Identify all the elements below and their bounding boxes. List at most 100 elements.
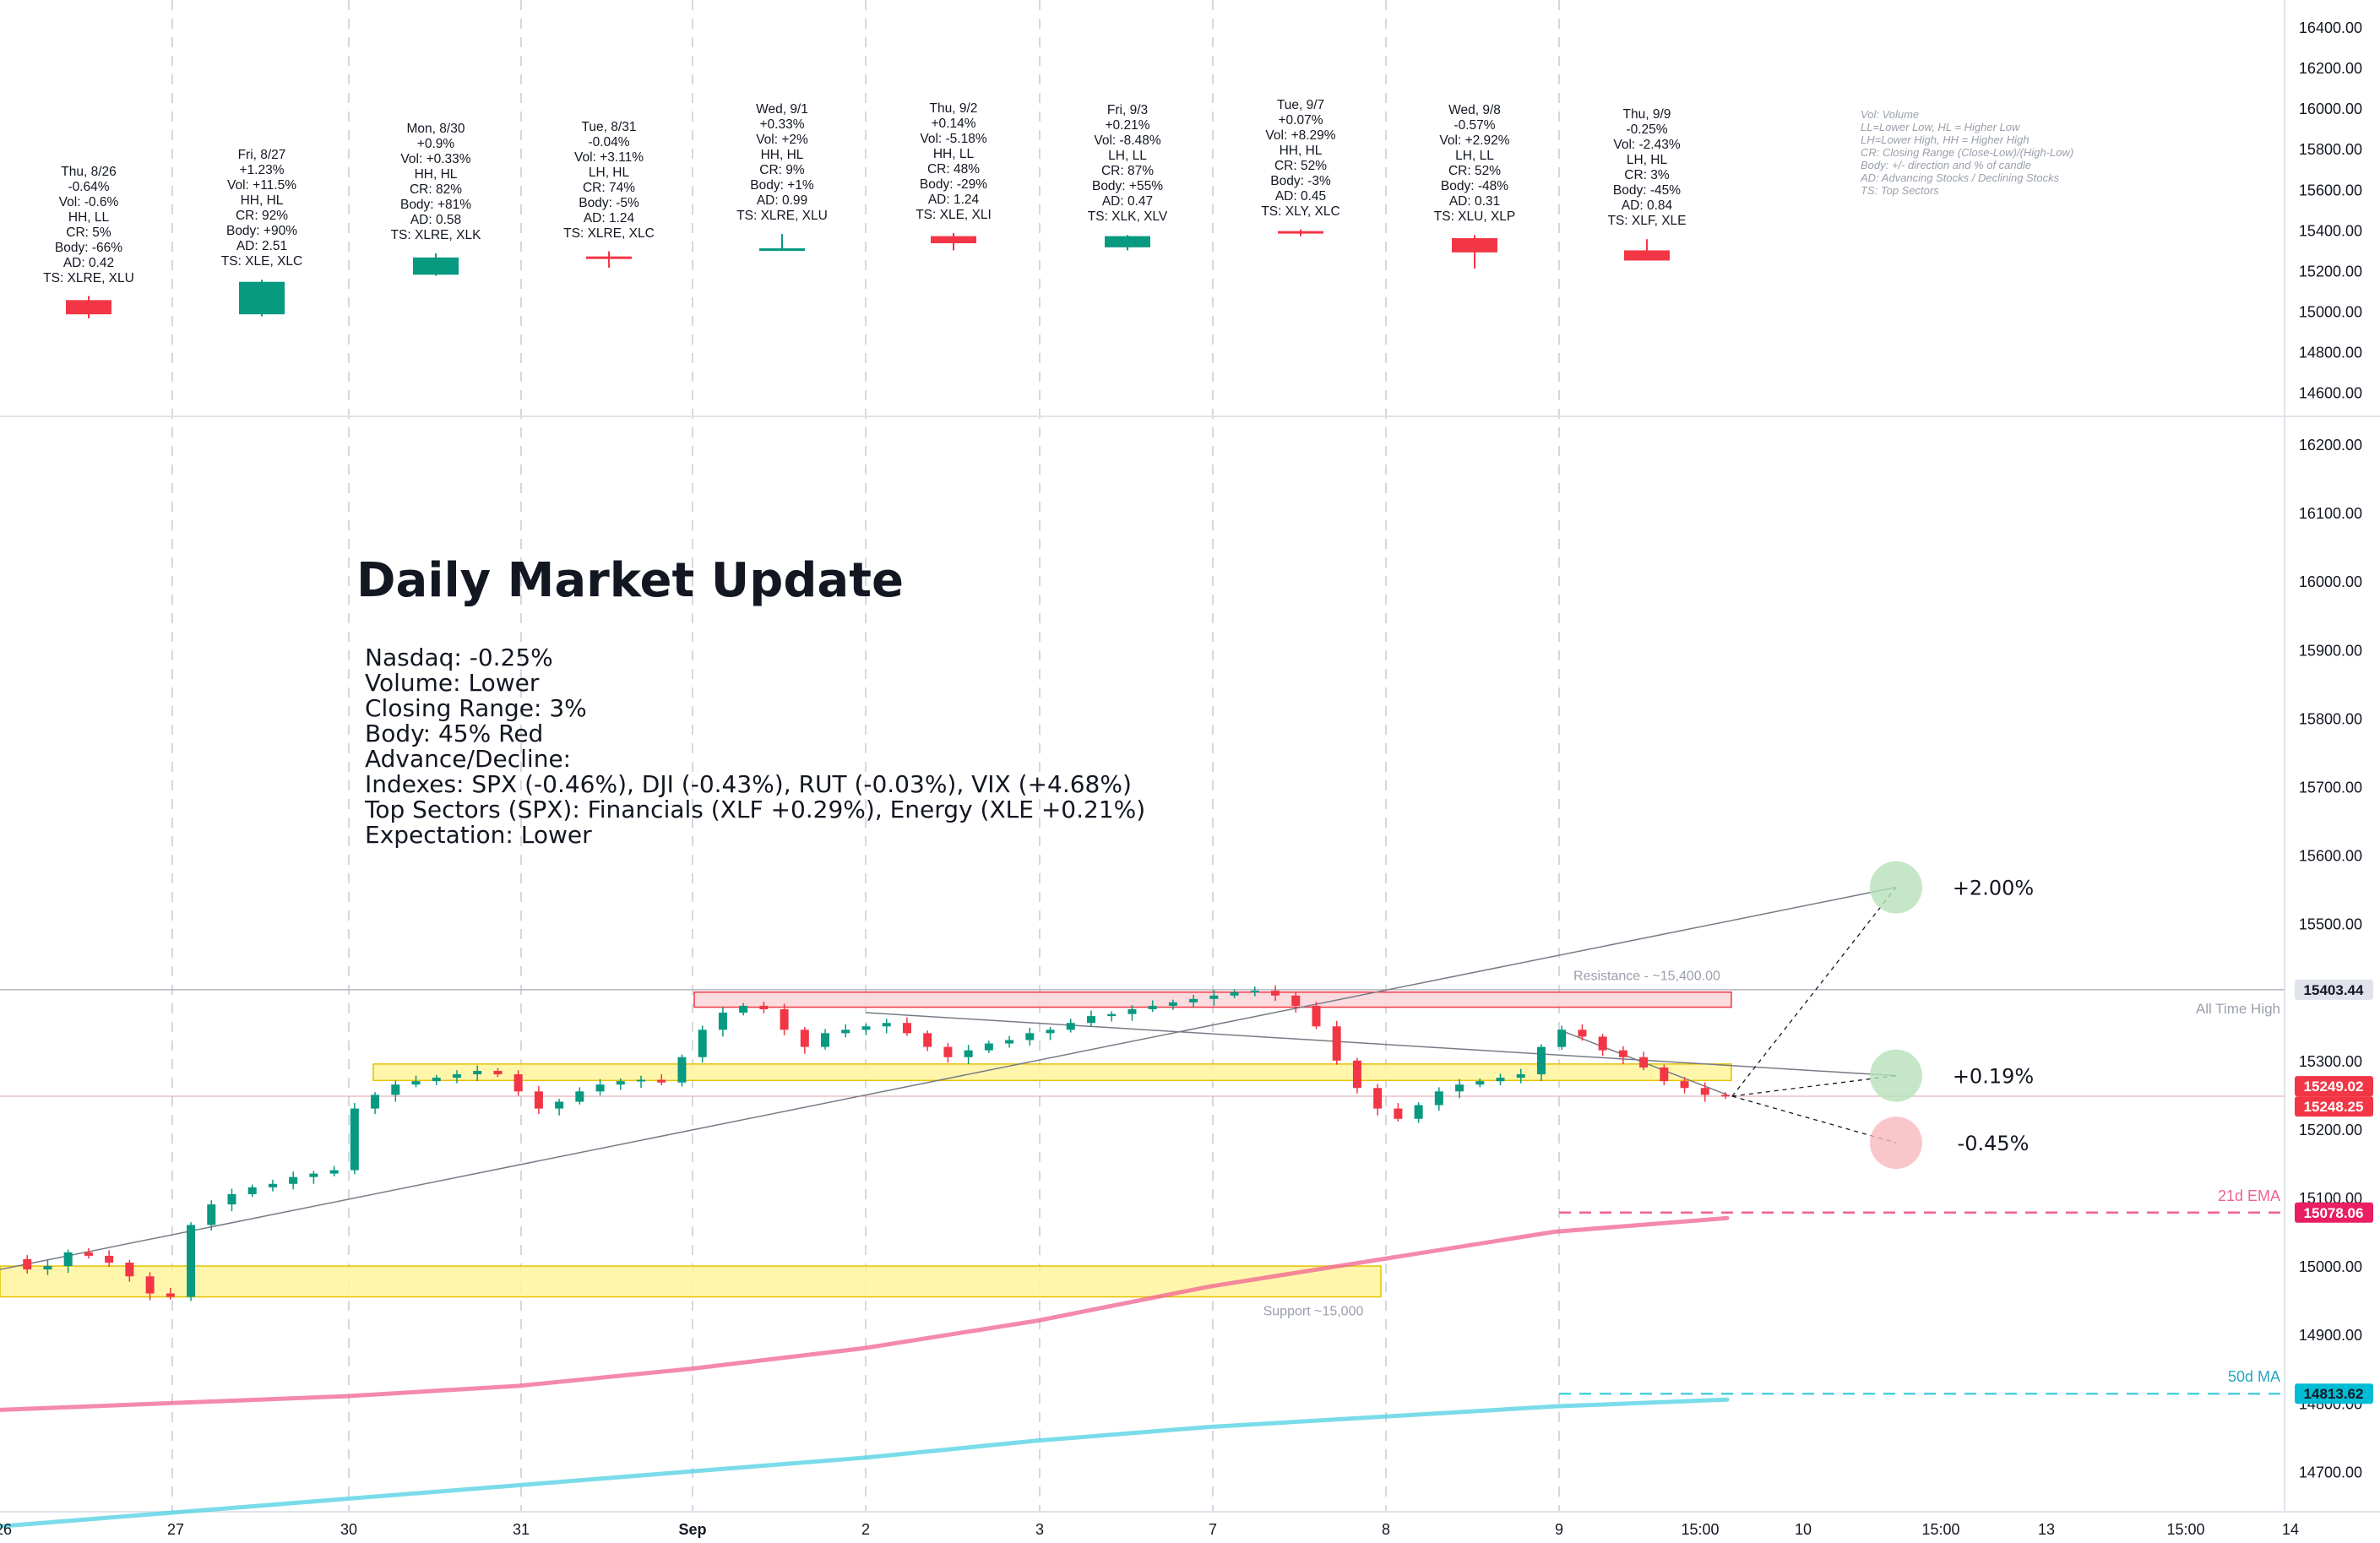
annotation-line: AD: 0.58 [410, 213, 462, 228]
price-candle [1680, 1081, 1689, 1089]
time-axis-tick: 27 [167, 1521, 184, 1538]
resistance-label: Resistance - ~15,400.00 [1573, 970, 1720, 984]
price-tag [2295, 1096, 2373, 1117]
daily-candle-body [1624, 250, 1670, 261]
time-axis-tick: 9 [1555, 1521, 1563, 1538]
annotation-line: Body: -3% [1270, 173, 1331, 188]
annotation-line: +0.07% [1278, 112, 1323, 128]
annotation-line: Wed, 9/1 [756, 102, 808, 117]
price-candle [1250, 991, 1259, 993]
time-axis-tick: 31 [513, 1521, 530, 1538]
daily-candle-body [1452, 238, 1497, 253]
time-axis-tick: 10 [1795, 1521, 1812, 1538]
price-candle [1332, 1026, 1341, 1061]
annotation-line: CR: 92% [235, 209, 289, 224]
annotation-line: TS: XLRE, XLK [390, 228, 481, 243]
price-candle [1291, 995, 1301, 1006]
price-candle [698, 1030, 707, 1057]
price-candle [555, 1101, 564, 1109]
daily-annotation: Thu, 9/9 -0.25% Vol: -2.43% LH, HL CR: 3% Bod… [1607, 107, 1686, 229]
summary-line: Advance/Decline: [365, 745, 572, 773]
annotation-line: Body: -29% [919, 177, 988, 192]
price-candle [1230, 992, 1239, 996]
price-candle [1660, 1067, 1669, 1082]
annotation-line: Fri, 8/27 [237, 148, 286, 163]
legend-line: TS: Top Sectors [1861, 184, 1939, 197]
annotation-line: Vol: -2.43% [1613, 138, 1681, 153]
daily-annotation: Wed, 9/8 -0.57% Vol: +2.92% LH, LL CR: 52% Bo… [1434, 103, 1515, 225]
daily-candle-body [1105, 236, 1150, 247]
annotation-line: HH, HL [240, 193, 284, 209]
price-candle [1557, 1030, 1567, 1047]
daily-candle-body [931, 236, 976, 244]
legend-line: Vol: Volume [1861, 108, 1920, 121]
annotation-line: CR: 82% [409, 182, 463, 198]
annotation-line: Vol: +0.33% [400, 152, 471, 167]
price-candle [1434, 1091, 1443, 1106]
price-candle [964, 1050, 973, 1057]
price-tag-label: 15078.06 [2304, 1205, 2364, 1221]
daily-axis-tick: 16000.00 [2299, 101, 2362, 117]
annotation-line: HH, LL [932, 147, 975, 161]
ma-50-line [0, 1397, 1730, 1529]
price-candle [166, 1293, 175, 1297]
price-axis[interactable]: 16400.00 16200.00 16000.00 15800.00 15600.00… [0, 19, 2373, 1538]
annotation-line: -0.64% [68, 179, 110, 194]
all-time-high-label: All Time High [2196, 1001, 2280, 1017]
annotation-line: AD: 0.45 [1274, 188, 1327, 204]
annotation-line: Vol: -0.6% [58, 194, 119, 209]
price-zone [372, 1063, 1732, 1082]
daily-candles [66, 229, 1670, 318]
time-axis-tick: 8 [1382, 1521, 1390, 1538]
price-tag [2295, 1383, 2373, 1404]
price-candle [1639, 1057, 1649, 1068]
price-candle [350, 1108, 359, 1171]
annotation-line: +0.9% [416, 137, 455, 152]
annotation-line: CR: 52% [1448, 164, 1502, 179]
price-tag [2295, 1076, 2373, 1097]
price-candle [145, 1276, 155, 1294]
daily-axis-tick: 15200.00 [2299, 263, 2362, 280]
price-axis-tick: 15700.00 [2299, 779, 2362, 796]
price-candle [984, 1043, 993, 1051]
price-candle [923, 1033, 932, 1047]
daily-annotation: Fri, 8/27 +1.23% Vol: +11.5% HH, HL CR: 92% B… [221, 148, 302, 269]
price-axis-tick: 15600.00 [2299, 848, 2362, 865]
price-candle [309, 1173, 318, 1177]
annotation-line: CR: 5% [66, 225, 111, 240]
annotation-line: CR: 74% [582, 180, 636, 195]
annotation-line: Vol: -8.48% [1094, 133, 1161, 149]
time-axis-tick: 30 [340, 1521, 357, 1538]
projection-line [1731, 1095, 1897, 1144]
target-label: +2.00% [1953, 877, 2034, 900]
daily-axis-tick: 14800.00 [2299, 345, 2362, 361]
daily-annotation: Wed, 9/1 +0.33% Vol: +2% HH, HL CR: 9% Body: … [736, 102, 828, 224]
annotation-line: Body: +90% [226, 224, 298, 239]
trend-line [0, 886, 1897, 1270]
annotation-line: Vol: +3.11% [573, 149, 644, 165]
daily-annotation: Fri, 9/3 +0.21% Vol: -8.48% LH, LL CR: 87% Bo… [1088, 103, 1167, 225]
target-label: +0.19% [1953, 1065, 2034, 1089]
price-zone [693, 991, 1732, 1008]
price-candle [861, 1026, 871, 1030]
annotation-line: TS: XLF, XLE [1607, 214, 1687, 229]
price-candle [432, 1078, 441, 1082]
price-axis-tick: 15200.00 [2299, 1122, 2362, 1138]
support-label: Support ~15,000 [1263, 1305, 1364, 1319]
time-axis-tick: 2 [861, 1521, 870, 1538]
annotation-line: Body: +81% [399, 198, 472, 213]
annotation-line: HH, HL [760, 148, 804, 163]
annotation-line: LH, HL [1626, 153, 1668, 168]
price-axis-tick: 15800.00 [2299, 710, 2362, 727]
price-candle [1271, 991, 1280, 996]
annotation-line: -0.57% [1454, 118, 1496, 133]
price-candle [1066, 1023, 1075, 1030]
price-candle [1148, 1005, 1157, 1009]
price-axis-tick: 15300.00 [2299, 1053, 2362, 1070]
price-tag [2295, 1202, 2373, 1223]
price-candle [247, 1187, 257, 1194]
price-candle [1700, 1088, 1709, 1095]
summary-line: Indexes: SPX (-0.46%), DJI (-0.43%), RUT… [365, 770, 1132, 798]
